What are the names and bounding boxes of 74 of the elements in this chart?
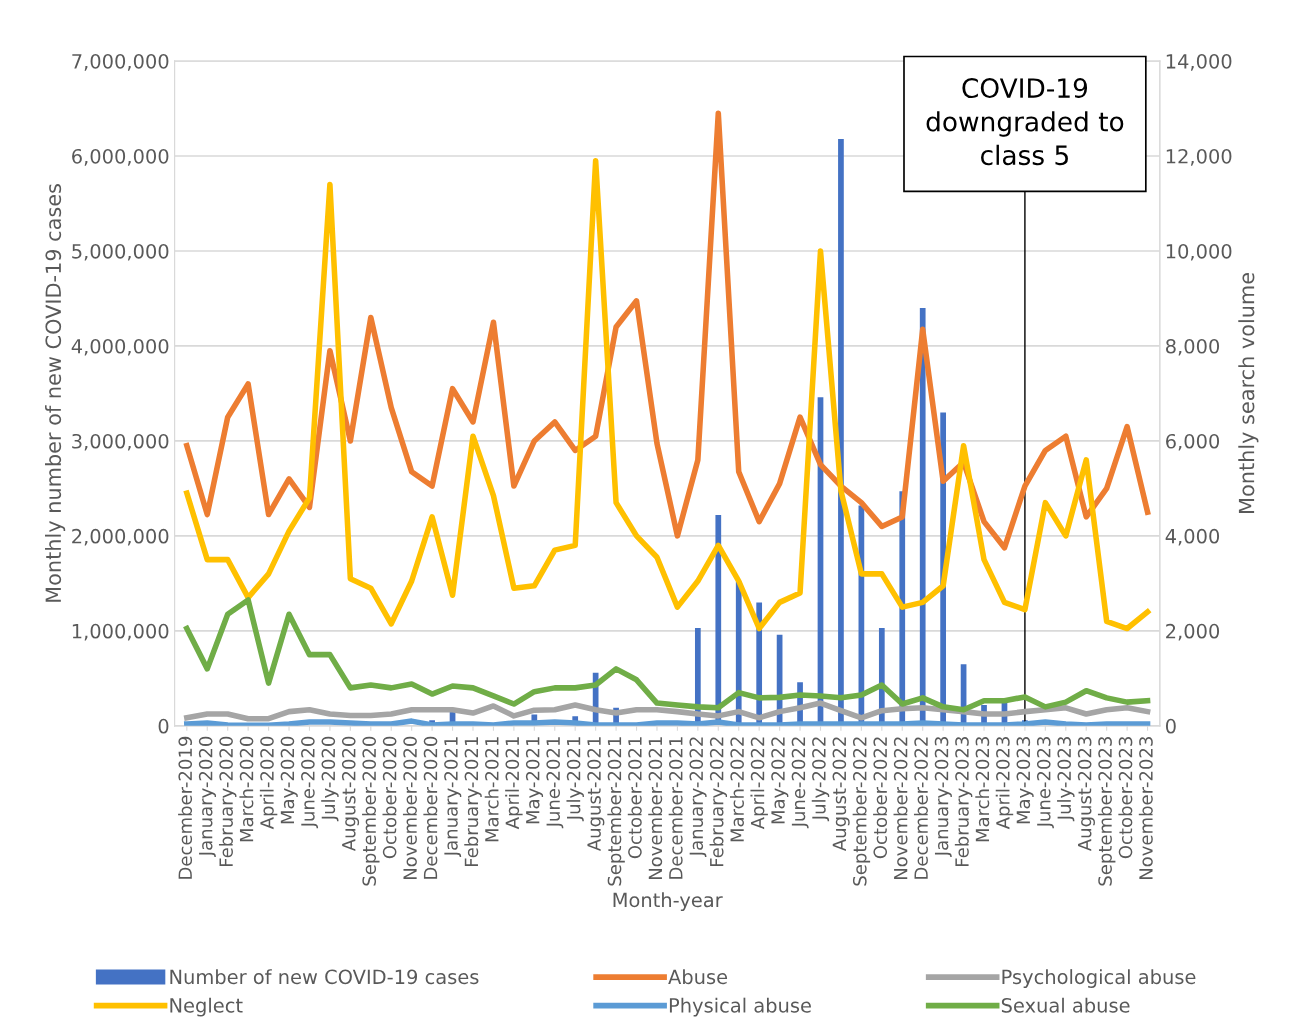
y2-tick-label: 12,000	[1166, 148, 1232, 166]
x-tick-label: December-2022	[913, 737, 928, 879]
x-tick-label: March-2020	[239, 736, 254, 842]
x-tick-label: December-2019	[178, 736, 193, 879]
y-tick-label: 6,000,000	[72, 148, 169, 166]
x-tick-label: May-2020	[280, 736, 298, 824]
y2-tick-label: 14,000	[1166, 53, 1232, 71]
x-tick-label: April-2022	[750, 737, 768, 830]
y-tick-label: 1,000,000	[72, 623, 169, 641]
x-tick-label: August-2021	[587, 737, 605, 852]
x-tick-label: February-2023	[954, 737, 973, 866]
x-tick-label: November-2022	[893, 737, 908, 880]
y2-tick-label: 10,000	[1166, 243, 1232, 261]
x-tick-label: October-2023	[1118, 737, 1133, 859]
x-tick-label: January-2020	[198, 736, 216, 858]
x-tick-label: January-2021	[444, 737, 462, 858]
x-tick-label: May-2023	[1016, 737, 1034, 824]
x-tick-label: September-2023	[1097, 737, 1116, 886]
x-tick-label: December-2021	[668, 737, 683, 879]
x-tick-label: November-2020	[402, 736, 417, 880]
legend-label: Sexual abuse	[1001, 997, 1130, 1013]
y-tick-label: 3,000,000	[72, 433, 169, 451]
x-tick-label: June-2022	[791, 737, 809, 829]
x-axis-title: Month-year	[613, 892, 723, 912]
y2-tick-label: 6,000	[1166, 433, 1220, 451]
y-axis-title: Monthly number of new COVID-19 cases	[45, 184, 66, 602]
x-tick-label: July-2021	[566, 737, 584, 822]
x-tick-label: September-2022	[852, 737, 871, 886]
x-tick-label: September-2020	[362, 736, 380, 886]
y2-tick-label: 4,000	[1165, 528, 1220, 546]
ref-line-label: COVID-19 downgraded to class 5	[926, 78, 1124, 166]
x-tick-label: January-2022	[689, 737, 707, 858]
x-tick-label: August-2020	[341, 736, 360, 852]
x-tick-label: July-2020	[321, 736, 339, 822]
y-tick-label: 7,000,000	[72, 53, 169, 71]
y2-axis-title: Monthly search volume	[1238, 273, 1259, 513]
x-tick-label: April-2021	[505, 737, 523, 830]
legend-label: Number of new COVID-19 cases	[170, 969, 479, 985]
legend-label: Psychological abuse	[1002, 969, 1196, 988]
y2-tick-label: 8,000	[1166, 338, 1220, 356]
x-tick-label: February-2021	[464, 737, 482, 866]
y-tick-label: 0	[158, 718, 169, 734]
x-tick-label: April-2020	[259, 736, 278, 830]
y2-tick-label: 0	[1165, 718, 1176, 734]
legend-label: Abuse	[668, 969, 728, 985]
x-tick-label: March-2022	[729, 737, 744, 842]
y-tick-label: 5,000,000	[72, 243, 169, 261]
x-tick-label: October-2020	[382, 736, 397, 859]
x-tick-label: August-2022	[832, 737, 850, 852]
x-tick-label: March-2021	[484, 737, 499, 842]
x-tick-label: September-2021	[607, 737, 625, 886]
x-tick-label: November-2021	[648, 737, 663, 880]
x-tick-label: May-2022	[771, 737, 789, 824]
x-tick-label: June-2023	[1036, 737, 1054, 829]
x-tick-label: April-2023	[995, 737, 1014, 830]
x-tick-label: June-2021	[546, 737, 564, 829]
y2-tick-label: 2,000	[1166, 623, 1220, 641]
x-tick-label: October-2022	[873, 737, 888, 859]
x-tick-label: July-2022	[811, 737, 830, 822]
x-tick-label: December-2020	[423, 736, 438, 879]
x-tick-label: June-2020	[301, 736, 319, 829]
legend-label: Neglect	[170, 997, 243, 1017]
y-tick-label: 2,000,000	[72, 528, 169, 546]
x-tick-label: October-2021	[627, 737, 642, 859]
legend-label: Physical abuse	[669, 997, 811, 1017]
x-tick-label: August-2023	[1077, 737, 1095, 852]
x-tick-label: February-2022	[709, 737, 728, 866]
x-tick-label: March-2023	[975, 737, 990, 842]
x-tick-label: May-2021	[525, 737, 544, 824]
x-tick-label: February-2020	[218, 736, 237, 866]
x-tick-label: November-2023	[1138, 737, 1153, 880]
x-tick-label: January-2023	[934, 737, 952, 858]
x-tick-label: July-2023	[1057, 737, 1075, 822]
y-tick-label: 4,000,000	[71, 338, 169, 356]
